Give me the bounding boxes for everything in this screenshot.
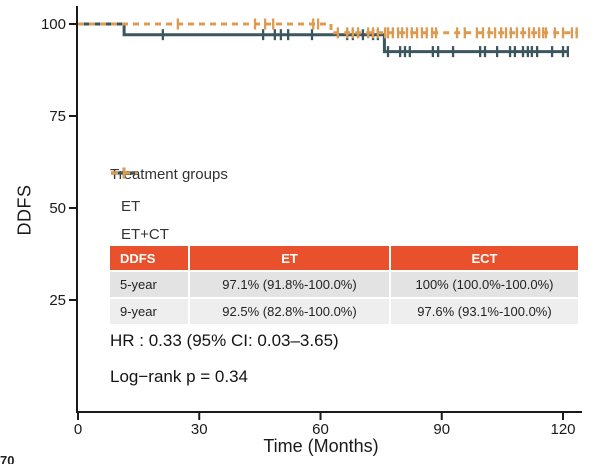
svg-text:100: 100 — [41, 16, 66, 33]
svg-text:120: 120 — [550, 421, 575, 438]
legend-item-et: ET — [110, 167, 228, 217]
svg-text:75: 75 — [49, 108, 66, 125]
legend: Treatment groups ET ET+CT — [110, 166, 228, 245]
table-cell-9year-et: 92.5% (82.8%-100.0%) — [190, 299, 389, 324]
svg-text:90: 90 — [433, 421, 450, 438]
legend-label-etct: ET+CT — [121, 225, 169, 243]
table-header-ddfs: DDFS — [110, 246, 188, 270]
table-cell-9year-ect: 97.6% (93.1%-100.0%) — [391, 299, 578, 324]
x-axis-label: Time (Months) — [263, 436, 379, 456]
legend-item-etct: ET+CT — [110, 167, 228, 245]
hazard-ratio-text: HR : 0.33 (95% CI: 0.03–3.65) — [110, 331, 339, 350]
logrank-text: Log−rank p = 0.34 — [110, 367, 249, 386]
legend-title: Treatment groups — [110, 166, 228, 183]
table-cell-5year-ect: 100% (100.0%-100.0%) — [391, 272, 578, 297]
svg-text:30: 30 — [191, 421, 208, 438]
svg-text:60: 60 — [312, 421, 329, 438]
table-cell-5year: 5-year — [110, 272, 188, 297]
y-axis-label: DDFS — [14, 184, 35, 236]
table-row: 5-year 97.1% (91.8%-100.0%) 100% (100.0%… — [110, 272, 578, 297]
svg-text:50: 50 — [49, 200, 66, 217]
table-header-et: ET — [190, 246, 389, 270]
table-header-row: DDFS ET ECT — [110, 246, 578, 270]
svg-text:0: 0 — [74, 421, 82, 438]
legend-label-et: ET — [121, 197, 141, 215]
table-header-ect: ECT — [391, 246, 578, 270]
etct-line-marker-icon — [111, 167, 137, 179]
table-cell-9year: 9-year — [110, 299, 188, 324]
survival-summary-table: DDFS ET ECT 5-year 97.1% (91.8%-100.0%) … — [110, 246, 578, 326]
table-cell-5year-et: 97.1% (91.8%-100.0%) — [190, 272, 389, 297]
svg-text:25: 25 — [49, 292, 66, 309]
clipped-corner-text: 70 — [0, 453, 15, 464]
table-row: 9-year 92.5% (82.8%-100.0%) 97.6% (93.1%… — [110, 299, 578, 324]
